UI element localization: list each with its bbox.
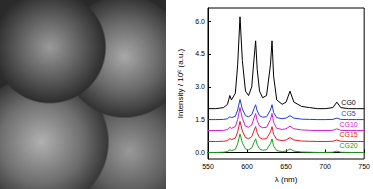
svg-text:CG15: CG15 (339, 131, 357, 138)
svg-text:CG0: CG0 (341, 99, 356, 106)
svg-text:3.0: 3.0 (195, 83, 205, 90)
svg-text:750: 750 (358, 163, 370, 170)
svg-text:CG20: CG20 (339, 142, 357, 149)
svg-text:6.0: 6.0 (195, 18, 205, 25)
svg-text:1.5: 1.5 (195, 116, 205, 123)
svg-text:Intensity / 10⁶ (a.u.): Intensity / 10⁶ (a.u.) (176, 48, 185, 118)
svg-text:600: 600 (241, 163, 253, 170)
svg-text:4.5: 4.5 (195, 50, 205, 57)
svg-text:CG5: CG5 (341, 110, 356, 117)
svg-text:650: 650 (280, 163, 292, 170)
svg-text:700: 700 (319, 163, 331, 170)
svg-text:0.0: 0.0 (195, 149, 205, 156)
svg-text:550: 550 (202, 163, 214, 170)
svg-text:λ (nm): λ (nm) (275, 175, 298, 184)
svg-text:CG10: CG10 (339, 121, 357, 128)
